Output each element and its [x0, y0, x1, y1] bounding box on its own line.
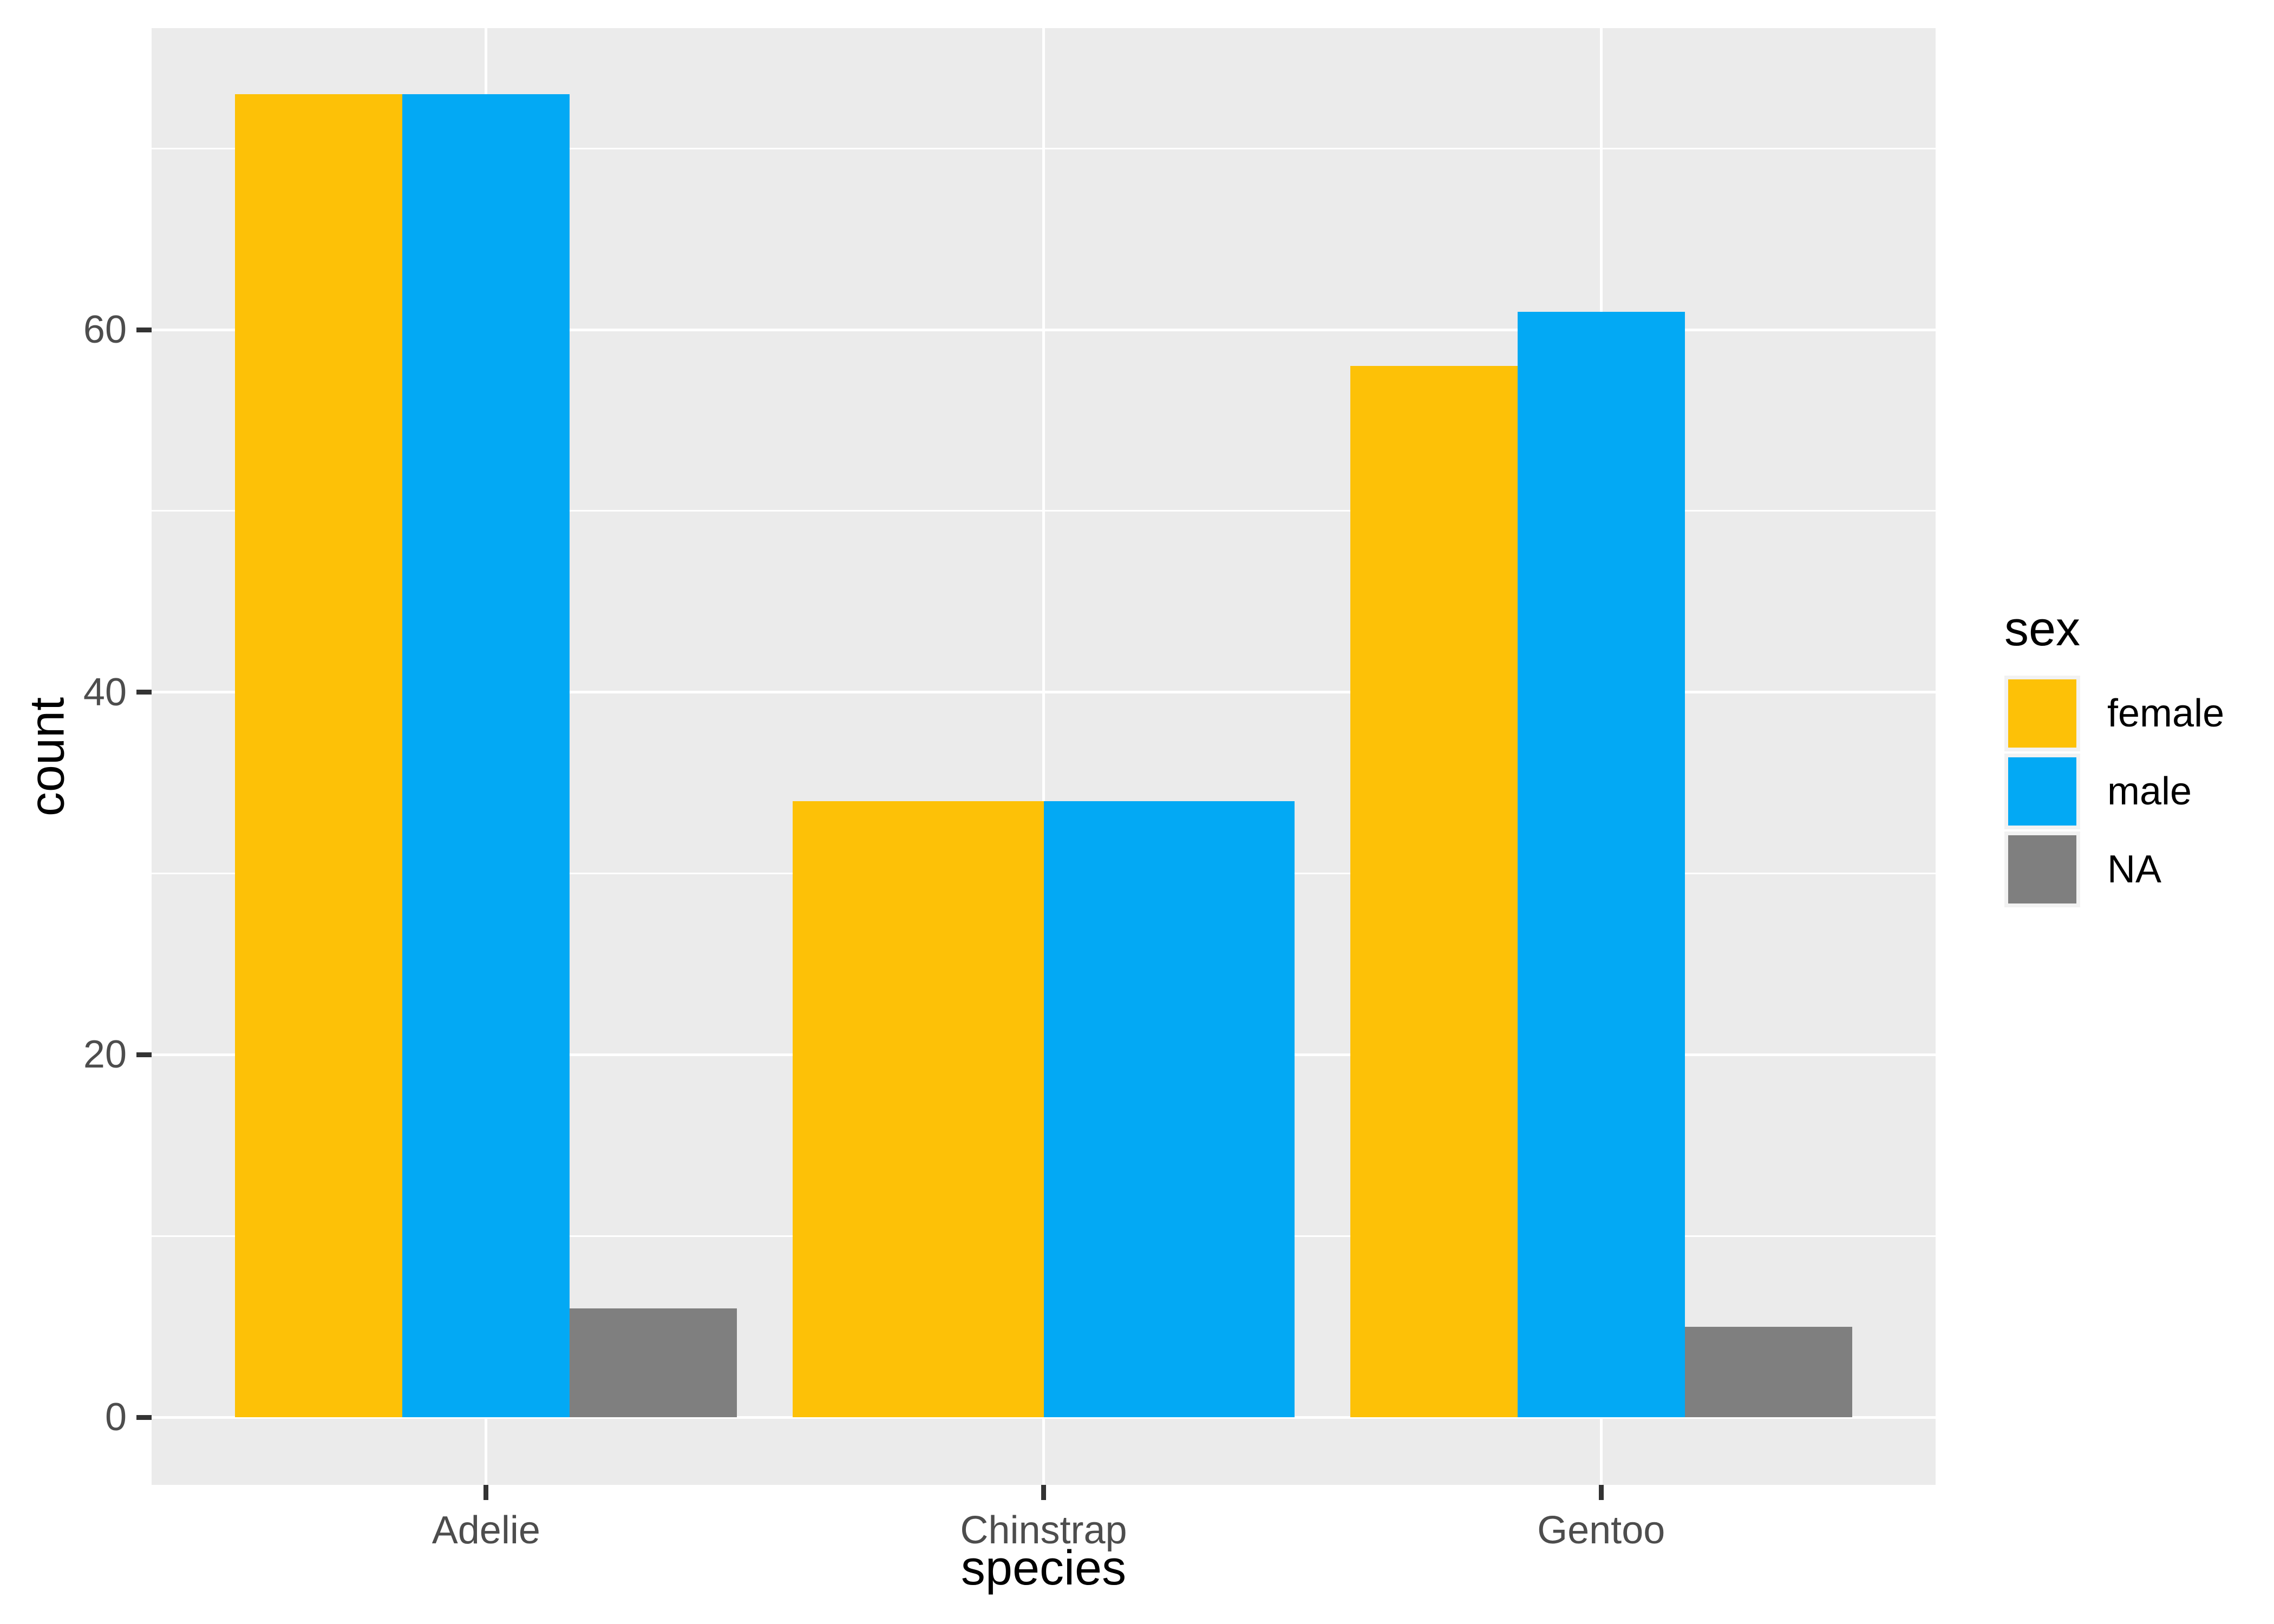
- plot-panel: [152, 28, 1936, 1485]
- bar-gentoo-male: [1517, 311, 1685, 1418]
- bar-adelie-na: [570, 1308, 737, 1418]
- x-tick-label-chinstrap: Chinstrap: [960, 1509, 1127, 1552]
- gridline-minor-y70: [152, 147, 1936, 149]
- gridline-major-y60: [152, 328, 1936, 331]
- x-tick-label-gentoo: Gentoo: [1537, 1509, 1665, 1552]
- y-tick-mark-60: [136, 327, 152, 332]
- bar-chinstrap-male: [1043, 801, 1295, 1418]
- legend-title: sex: [2004, 602, 2081, 656]
- legend-label-female: female: [2107, 692, 2225, 735]
- y-tick-mark-40: [136, 690, 152, 695]
- x-tick-mark-chinstrap: [1041, 1485, 1046, 1500]
- y-tick-label-60: 60: [83, 308, 127, 352]
- bar-gentoo-female: [1350, 366, 1518, 1418]
- bar-chinstrap-female: [793, 801, 1044, 1418]
- gridline-vertical-chinstrap: [1042, 28, 1045, 1485]
- legend-swatch-male: [2008, 757, 2076, 826]
- legend-entry-na: NA: [2004, 831, 2224, 907]
- legend-entry-female: female: [2004, 676, 2224, 751]
- legend-swatch-na: [2008, 835, 2076, 903]
- x-tick-mark-adelie: [483, 1485, 489, 1500]
- gridline-major-y40: [152, 691, 1936, 694]
- legend-entry-male: male: [2004, 754, 2224, 829]
- legend-key-female: [2004, 676, 2080, 751]
- legend-label-male: male: [2107, 770, 2192, 813]
- x-axis-title: species: [960, 1541, 1127, 1595]
- legend-swatch-female: [2008, 679, 2076, 748]
- y-tick-label-20: 20: [83, 1033, 127, 1077]
- bar-adelie-male: [402, 94, 570, 1418]
- y-tick-mark-0: [136, 1415, 152, 1420]
- gridline-minor-y50: [152, 510, 1936, 512]
- legend-key-male: [2004, 754, 2080, 829]
- gridline-major-y0: [152, 1416, 1936, 1419]
- legend: sex female male NA: [2004, 602, 2224, 909]
- legend-label-na: NA: [2107, 848, 2162, 891]
- x-tick-label-adelie: Adelie: [432, 1509, 540, 1552]
- y-tick-label-40: 40: [83, 670, 127, 714]
- bar-gentoo-na: [1684, 1326, 1852, 1418]
- bar-adelie-female: [235, 94, 403, 1418]
- y-tick-label-0: 0: [104, 1396, 127, 1439]
- legend-key-na: [2004, 831, 2080, 907]
- legend-entries: female male NA: [2004, 676, 2224, 907]
- y-axis-title: count: [20, 697, 75, 817]
- y-tick-mark-20: [136, 1052, 152, 1057]
- x-tick-mark-gentoo: [1598, 1485, 1604, 1500]
